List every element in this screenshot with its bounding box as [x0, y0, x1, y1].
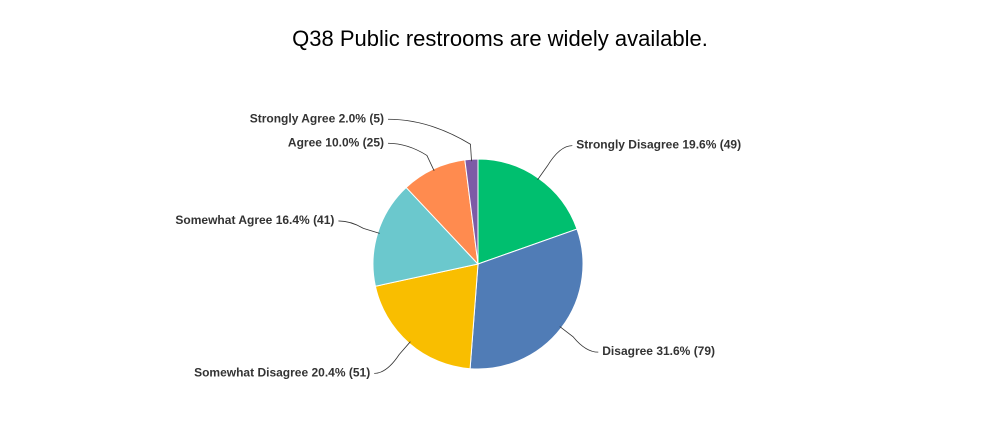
count-label: (79): [694, 344, 715, 358]
leader-line: [559, 326, 599, 353]
value-label: 16.4%: [276, 213, 310, 227]
category-label: Strongly Agree: [250, 111, 336, 125]
leader-line: [387, 118, 472, 162]
value-label: 10.0%: [325, 135, 359, 149]
count-label: (5): [369, 111, 384, 125]
category-label: Somewhat Disagree: [194, 366, 308, 380]
slice-label: Somewhat Agree 16.4% (41): [175, 213, 334, 227]
count-label: (25): [363, 135, 384, 149]
value-label: 19.6%: [682, 138, 716, 152]
slice-label: Strongly Disagree 19.6% (49): [576, 138, 741, 152]
leader-line: [338, 220, 380, 234]
leader-line: [537, 145, 573, 181]
slice-label: Disagree 31.6% (79): [602, 344, 715, 358]
category-label: Somewhat Agree: [175, 213, 272, 227]
category-label: Agree: [288, 135, 322, 149]
leader-line: [374, 341, 411, 374]
count-label: (51): [349, 366, 370, 380]
category-label: Strongly Disagree: [576, 138, 679, 152]
value-label: 20.4%: [311, 366, 345, 380]
value-label: 31.6%: [656, 344, 690, 358]
leader-line: [387, 142, 435, 171]
slice-label: Strongly Agree 2.0% (5): [250, 111, 384, 125]
count-label: (41): [313, 213, 334, 227]
slice-label: Agree 10.0% (25): [288, 135, 384, 149]
value-label: 2.0%: [339, 111, 367, 125]
count-label: (49): [720, 138, 741, 152]
chart-title: Q38 Public restrooms are widely availabl…: [292, 26, 708, 51]
slice-label: Somewhat Disagree 20.4% (51): [194, 366, 370, 380]
category-label: Disagree: [602, 344, 653, 358]
